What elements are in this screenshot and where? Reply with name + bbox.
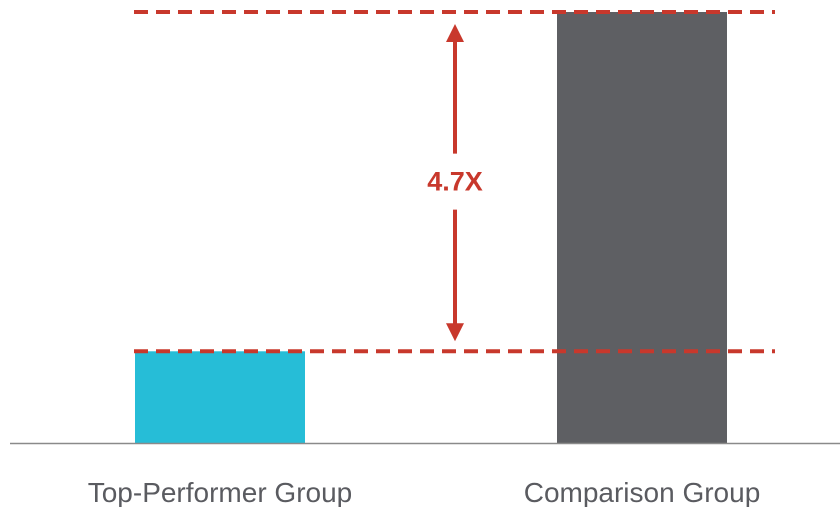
- ratio-arrow: [446, 24, 464, 342]
- category-labels-group: Top-Performer Group Comparison Group: [88, 477, 761, 507]
- bar-2: [557, 12, 727, 443]
- category-label-1: Top-Performer Group: [88, 477, 353, 507]
- category-label-2: Comparison Group: [524, 477, 761, 507]
- bar-1: [135, 351, 305, 443]
- reference-lines-group: [134, 10, 775, 354]
- bars-group: [135, 12, 727, 443]
- ratio-label: 4.7X: [427, 167, 483, 197]
- arrowhead-down-icon: [446, 323, 464, 342]
- arrowhead-up-icon: [446, 24, 464, 42]
